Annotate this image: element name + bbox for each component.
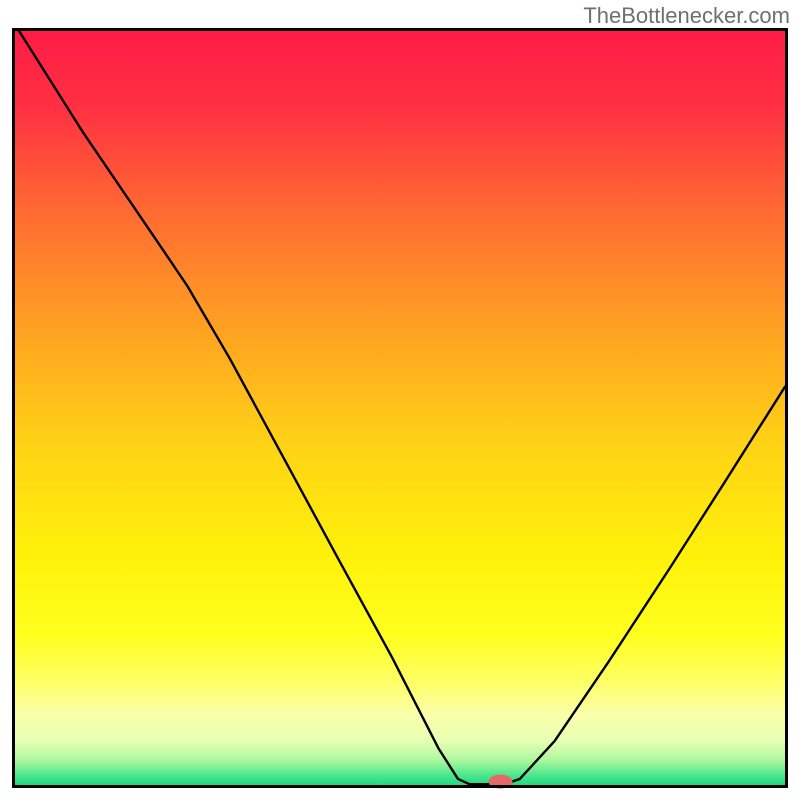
bottleneck-chart [0, 0, 800, 800]
chart-container: TheBottlenecker.com [0, 0, 800, 800]
